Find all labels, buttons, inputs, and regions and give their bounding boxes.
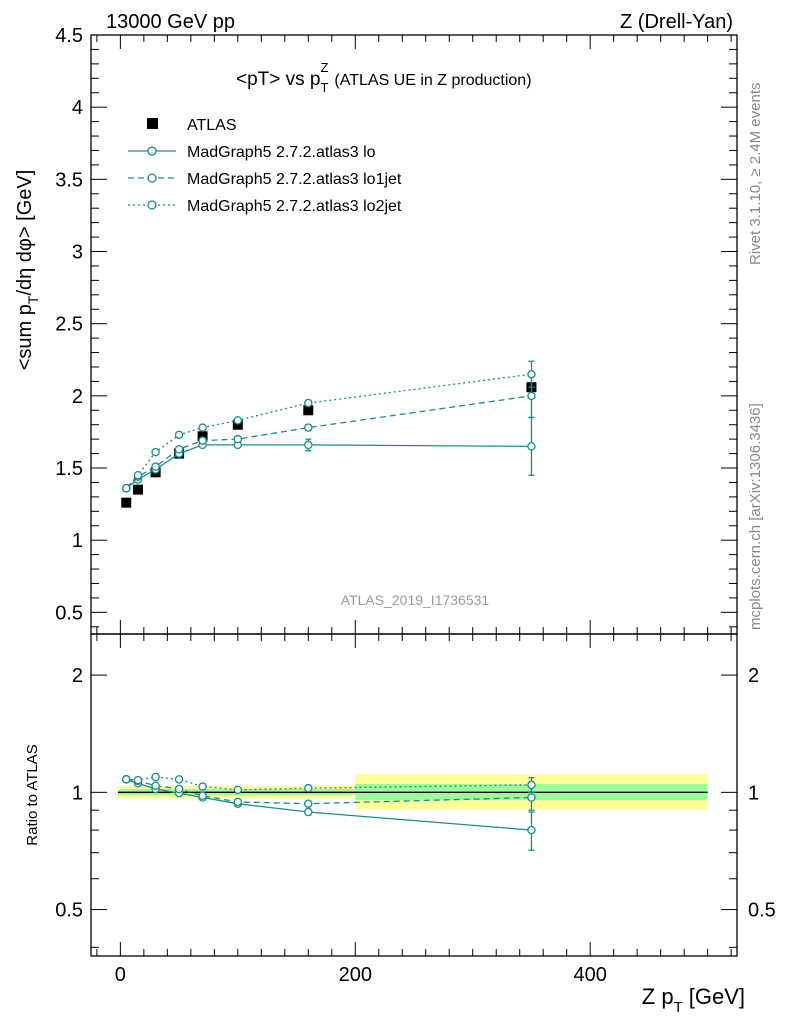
main-y-axis-label: <sum pT/dη dφ> [GeV]: [14, 170, 41, 371]
data-point: [132, 484, 143, 495]
main-y-tick-label: 0.5: [55, 602, 83, 624]
ratio-series-dotted-point: [174, 775, 184, 784]
mcplots-label: mcplots.cern.ch [arXiv:1306.3436]: [747, 403, 764, 630]
main-y-tick-label: 1: [72, 530, 83, 552]
mc-series-dotted-point: [304, 398, 313, 408]
x-tick-label: 400: [573, 964, 606, 986]
mc-series-dotted-point: [198, 423, 207, 432]
data-point: [197, 431, 208, 442]
main-title-main: <pT> vs p: [236, 69, 321, 90]
main-y-tick-label: 2.5: [55, 314, 83, 336]
main-y-tick-label: 4.5: [55, 25, 83, 47]
ratio-series-solid-point: [304, 807, 313, 817]
main-y-label-a: <sum p: [14, 304, 36, 370]
mc-series-dotted-line: [125, 373, 532, 489]
ratio-series-dotted-point: [233, 785, 243, 795]
ratio-series-dashed-point: [304, 799, 313, 808]
main-title-sub: T: [321, 80, 329, 95]
main-y-label-sub: T: [25, 295, 41, 304]
ratio-series-dotted-line: [126, 776, 532, 791]
x-label-b: [GeV]: [689, 984, 745, 1009]
ratio-y-tick-label: 1: [72, 782, 83, 804]
ratio-y-axis-label: Ratio to ATLAS: [24, 744, 41, 845]
ratio-panel: 0.5 0.5 1 1 2 2 0 200 400 Ratio to ATLAS Z pT [G…: [24, 633, 776, 1016]
data-point: [121, 497, 132, 508]
main-title-rest: (ATLAS UE in Z production): [334, 72, 531, 89]
mc-series-dotted-point: [133, 470, 143, 480]
ratio-y-tick-label: 2: [72, 665, 83, 687]
mc-series-dashed-point: [233, 434, 243, 444]
legend-marker-solid: [147, 146, 157, 156]
data-point: [232, 419, 243, 430]
ratio-series-dotted-point: [133, 775, 143, 785]
ratio-y-tick-label-right: 0.5: [748, 900, 776, 922]
mc-series-solid-line: [125, 444, 532, 489]
ratio-series-dashed-point: [527, 793, 536, 802]
x-tick-label: 0: [115, 964, 126, 986]
mc-series-dotted-point: [151, 447, 160, 457]
legend-label-dashed: MadGraph5 2.7.2.atlas3 lo1jet: [187, 171, 402, 188]
x-axis-label: Z pT [GeV]: [642, 984, 745, 1016]
main-title: <pT> vs pTZ (ATLAS UE in Z production): [236, 60, 532, 95]
data-point: [303, 405, 314, 416]
legend: ATLAS MadGraph5 2.7.2.atlas3 lo MadGraph5 …: [128, 117, 402, 215]
ratio-series-dashed-point: [174, 784, 184, 794]
mc-series-dashed-point: [151, 462, 160, 471]
main-y-tick-label: 3.5: [55, 169, 83, 191]
energy-label: 13000 GeV pp: [106, 11, 235, 33]
ratio-series-dotted-point: [151, 772, 160, 782]
main-y-tick-label: 2: [72, 386, 83, 408]
main-y-tick-label: 3: [72, 242, 83, 264]
x-tick-label: 200: [339, 964, 372, 986]
main-watermark: ATLAS_2019_I1736531: [341, 592, 490, 608]
main-title-sup: Z: [320, 60, 328, 75]
main-panel: 0.511.522.533.544.5 ATLAS_2019_I1736531 …: [14, 25, 738, 635]
mc-series-solid-point: [304, 440, 313, 450]
process-label: Z (Drell-Yan): [620, 11, 733, 33]
ratio-series-dotted-point: [121, 775, 131, 784]
ratio-y-tick-label: 0.5: [55, 900, 83, 922]
ratio-series-dotted-point: [527, 780, 536, 790]
legend-label-data: ATLAS: [187, 117, 237, 134]
mc-series-dashed-point: [527, 391, 536, 401]
ratio-series-dashed-point: [233, 797, 243, 807]
ratio-series-dashed-point: [198, 791, 207, 801]
mc-series-dashed-point: [198, 436, 207, 445]
mc-series-dotted-point: [121, 483, 131, 493]
x-label-sub: T: [674, 999, 683, 1016]
ratio-series-dotted-point: [198, 782, 207, 791]
mc-series-solid-point: [527, 442, 536, 451]
main-y-label-b: /dη dφ> [GeV]: [14, 170, 36, 296]
legend-marker-data: [147, 118, 158, 129]
legend-marker-dashed: [147, 173, 157, 183]
ratio-series-solid-point: [527, 825, 536, 835]
legend-marker-dotted: [147, 200, 157, 210]
ratio-y-tick-label-right: 2: [748, 665, 759, 687]
legend-label-solid: MadGraph5 2.7.2.atlas3 lo: [187, 144, 376, 161]
main-y-tick-label: 1.5: [55, 458, 83, 480]
mc-series-dotted-point: [527, 369, 536, 379]
mc-series-dashed-point: [174, 444, 184, 454]
ratio-series-dashed-point: [151, 781, 160, 790]
legend-label-dotted: MadGraph5 2.7.2.atlas3 lo2jet: [187, 198, 402, 215]
mc-series-dashed-point: [304, 423, 313, 432]
mc-series-dotted-point: [233, 416, 243, 425]
mc-series-dashed-line: [125, 395, 532, 489]
ratio-frame: [90, 633, 738, 957]
mc-series-dotted-point: [174, 430, 184, 440]
x-label-a: Z p: [642, 984, 674, 1009]
ratio-series-dotted-point: [304, 783, 313, 793]
rivet-label: Rivet 3.1.10, ≥ 2.4M events: [747, 83, 764, 266]
ratio-y-tick-label-right: 1: [748, 782, 759, 804]
main-y-tick-label: 4: [72, 97, 83, 119]
